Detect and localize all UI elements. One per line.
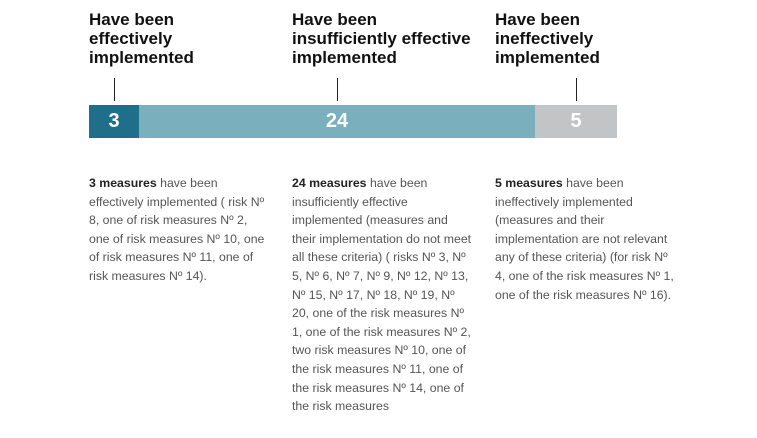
tick-insufficient [337,78,338,101]
description-lead: 3 measures [89,176,157,190]
description-text: have been ineffectively implemented (mea… [495,176,674,302]
tick-effective [114,78,115,101]
description-ineffective: 5 measures have been ineffectively imple… [495,174,675,304]
description-lead: 24 measures [292,176,367,190]
value-label-ineffective: 5 [570,110,582,132]
heading-effective: Have been effectively implemented [89,10,194,67]
description-text: have been insufficiently effective imple… [292,176,472,414]
heading-ineffective: Have been ineffectively implemented [495,10,600,67]
description-text: have been effectively implemented ( risk… [89,176,265,283]
description-lead: 5 measures [495,176,563,190]
value-label-insufficient: 24 [325,110,349,132]
tick-ineffective [576,78,577,101]
bar-segment-insufficient: 24 [139,105,535,138]
description-effective: 3 measures have been effectively impleme… [89,174,269,286]
description-insufficient: 24 measures have been insufficiently eff… [292,174,472,416]
bar-segment-effective: 3 [89,105,139,138]
stacked-bar: 3 24 5 [89,105,617,138]
bar-segment-ineffective: 5 [535,105,617,138]
heading-insufficient: Have been insufficiently effective imple… [292,10,471,67]
value-label-effective: 3 [108,110,120,132]
